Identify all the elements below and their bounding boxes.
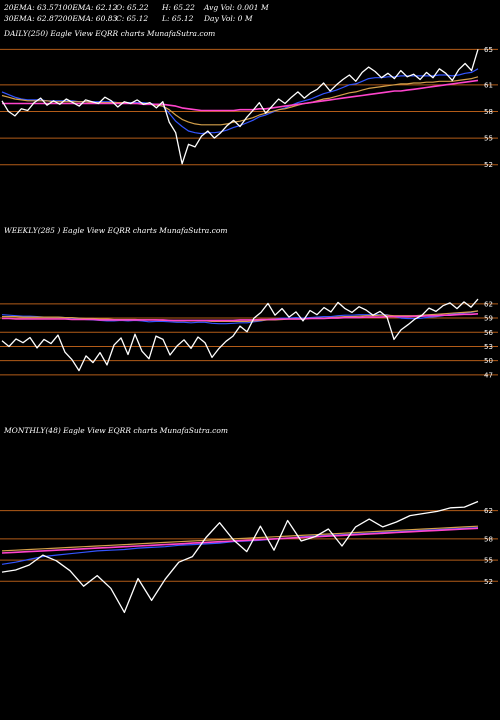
daily-ema-line-gold	[1, 76, 479, 126]
weekly-tick-label: 59	[484, 315, 493, 323]
stat-day-vol: Day Vol: 0 M	[204, 14, 253, 23]
daily-price-line	[1, 49, 479, 165]
weekly-tick-label: 56	[484, 329, 493, 337]
daily-tick-label: 58	[484, 108, 493, 116]
weekly-panel: 62 59 56 53 50 47	[0, 298, 498, 379]
daily-tick-label: 52	[484, 161, 493, 169]
stat-avg-vol: Avg Vol: 0.001 M	[204, 3, 269, 12]
monthly-tick-label: 52	[484, 578, 493, 586]
weekly-ema-line-gold	[2, 310, 479, 322]
weekly-tick-label: 62	[484, 300, 493, 308]
monthly-panel: 62 58 55 52	[0, 500, 498, 614]
stat-20ema: 20EMA: 63.57	[4, 3, 59, 12]
stat-high: H: 65.22	[162, 3, 195, 12]
stat-open: O: 65.22	[116, 3, 149, 12]
header-stats: 20EMA: 63.57100EMA: 62.12O: 65.22 H: 65.2…	[4, 2, 269, 24]
weekly-ema-line-pink	[2, 313, 479, 322]
weekly-price-line	[1, 298, 479, 372]
daily-tick-label: 61	[484, 81, 493, 89]
stats-row-1: 20EMA: 63.57100EMA: 62.12O: 65.22 H: 65.2…	[4, 2, 269, 13]
monthly-price-line	[1, 500, 479, 614]
daily-chart-title: DAILY(250) Eagle View EQRR charts Munafa…	[4, 29, 216, 38]
daily-tick-label: 65	[484, 46, 493, 54]
stat-100ema: 100EMA: 62.12	[58, 3, 118, 12]
monthly-tick-label: 58	[484, 535, 493, 543]
daily-panel: 65 61 58 55 52	[0, 46, 498, 169]
weekly-tick-label: 50	[484, 357, 493, 365]
monthly-ema-line-gold	[1, 525, 479, 552]
monthly-chart-title: MONTHLY(48) Eagle View EQRR charts Munaf…	[4, 426, 229, 435]
stat-close: C: 65.12	[116, 14, 149, 23]
monthly-tick-label: 55	[484, 557, 493, 565]
weekly-chart-title: WEEKLY(285 ) Eagle View EQRR charts Muna…	[4, 226, 228, 235]
weekly-tick-label: 53	[484, 343, 493, 351]
stat-200ema: 200EMA: 60.83	[58, 14, 118, 23]
monthly-tick-label: 62	[484, 507, 493, 515]
stat-low: L: 65.12	[162, 14, 194, 23]
monthly-ema-line-pink	[1, 527, 479, 554]
daily-tick-label: 55	[484, 135, 493, 143]
stats-row-2: 30EMA: 62.87200EMA: 60.83C: 65.12 L: 65.1…	[4, 13, 269, 24]
weekly-tick-label: 47	[484, 371, 493, 379]
stat-30ema: 30EMA: 62.87	[4, 14, 59, 23]
